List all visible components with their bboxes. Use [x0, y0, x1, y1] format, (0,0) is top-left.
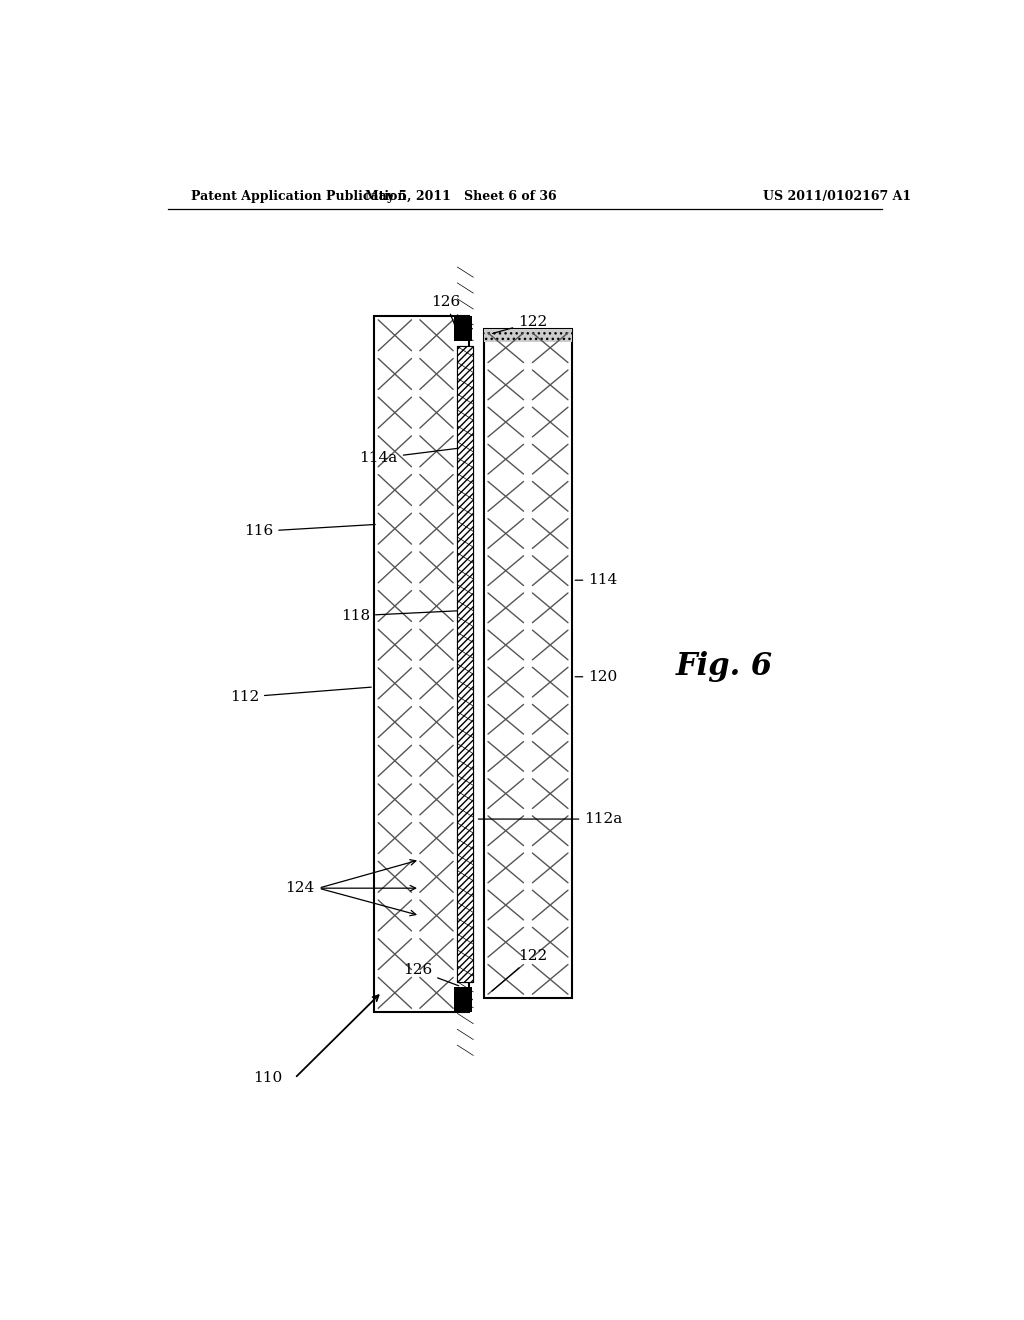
Bar [483, 329, 572, 342]
Text: 114a: 114a [359, 449, 457, 465]
Text: May 5, 2011   Sheet 6 of 36: May 5, 2011 Sheet 6 of 36 [366, 190, 557, 202]
Text: 110: 110 [254, 1072, 283, 1085]
Bar [458, 346, 473, 982]
Text: 112a: 112a [478, 812, 623, 826]
Text: 118: 118 [341, 609, 457, 623]
Text: 126: 126 [431, 294, 460, 339]
Text: 122: 122 [492, 949, 548, 991]
Text: 122: 122 [493, 315, 548, 334]
Bar [483, 329, 572, 998]
Text: 116: 116 [244, 524, 375, 539]
Text: 120: 120 [575, 669, 617, 684]
Bar [455, 987, 472, 1012]
Text: 124: 124 [286, 882, 314, 895]
Bar [374, 315, 469, 1012]
Text: Fig. 6: Fig. 6 [676, 651, 773, 682]
Text: Patent Application Publication: Patent Application Publication [191, 190, 407, 202]
Text: US 2011/0102167 A1: US 2011/0102167 A1 [763, 190, 911, 202]
Text: 114: 114 [575, 573, 617, 587]
Bar [458, 346, 473, 982]
Bar [455, 315, 472, 342]
Bar [483, 329, 572, 342]
Text: 112: 112 [229, 688, 372, 704]
Text: 126: 126 [403, 964, 459, 986]
